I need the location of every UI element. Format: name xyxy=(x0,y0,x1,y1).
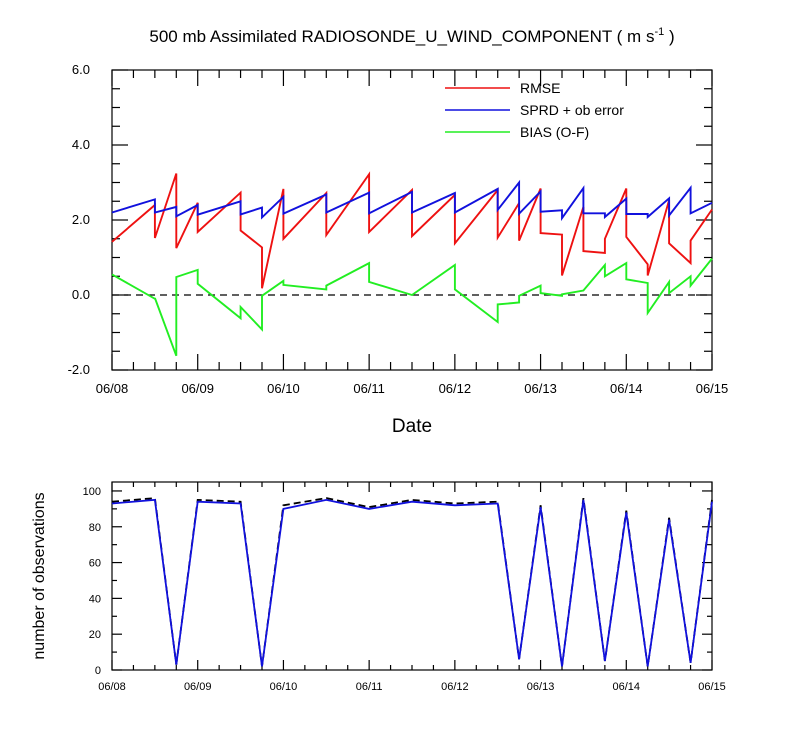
x-axis-label: Date xyxy=(392,416,432,437)
chart-title-main: 500 mb Assimilated RADIOSONDE_U_WIND_COM… xyxy=(149,27,654,46)
y-tick-label: 60 xyxy=(89,558,101,570)
x-tick-label: 06/11 xyxy=(353,381,385,396)
y-tick-label: 100 xyxy=(83,486,101,498)
y-tick-label: 0.0 xyxy=(72,287,90,302)
x-tick-label: 06/14 xyxy=(610,381,643,396)
y-tick-label: 2.0 xyxy=(72,212,90,227)
x-tick-label: 06/08 xyxy=(98,681,126,693)
series-line-rmse xyxy=(111,171,713,289)
bottom-panel: 06/08 06/09 06/10 06/11 06/12 06/13 06/14 06/15… xyxy=(31,481,726,693)
x-tick-label: 06/12 xyxy=(439,381,472,396)
y-tick-label: 4.0 xyxy=(72,137,90,152)
x-tick-label: 06/15 xyxy=(698,681,726,693)
x-tick-label: 06/10 xyxy=(267,381,300,396)
x-tick-label: 06/11 xyxy=(356,681,383,693)
series-line-1 xyxy=(111,498,713,667)
x-tick-label: 06/08 xyxy=(96,381,129,396)
x-tick-label: 06/14 xyxy=(613,681,641,693)
x-tick-label: 06/12 xyxy=(441,681,469,693)
series-line-sprd-ob-error xyxy=(111,179,713,222)
y-tick-label: 6.0 xyxy=(72,62,90,77)
top-panel: 06/08 06/09 06/10 06/11 06/12 06/13 06/14 06/15… xyxy=(68,62,729,437)
y-tick-label: 80 xyxy=(89,522,101,534)
x-tick-label: 06/13 xyxy=(527,681,555,693)
series-line-bias-o-f xyxy=(111,258,713,357)
legend-label: RMSE xyxy=(520,80,560,96)
legend-label: BIAS (O-F) xyxy=(520,124,589,140)
y-tick-label: 40 xyxy=(89,593,101,605)
x-tick-label: 06/09 xyxy=(181,381,214,396)
series-line-0 xyxy=(111,497,713,667)
plot-frame xyxy=(111,481,713,671)
legend-label: SPRD + ob error xyxy=(520,102,624,118)
chart-title: 500 mb Assimilated RADIOSONDE_U_WIND_COM… xyxy=(149,26,674,46)
chart-title-superscript: -1 xyxy=(654,26,664,38)
x-tick-label: 06/13 xyxy=(524,381,557,396)
y-axis-label: number of observations xyxy=(31,492,48,659)
y-tick-label: 0 xyxy=(95,665,101,677)
x-tick-label: 06/09 xyxy=(184,681,212,693)
x-tick-label: 06/15 xyxy=(696,381,729,396)
chart-title-tail: ) xyxy=(664,27,674,46)
y-tick-label: -2.0 xyxy=(68,362,90,377)
y-tick-label: 20 xyxy=(89,629,101,641)
x-tick-label: 06/10 xyxy=(270,681,298,693)
